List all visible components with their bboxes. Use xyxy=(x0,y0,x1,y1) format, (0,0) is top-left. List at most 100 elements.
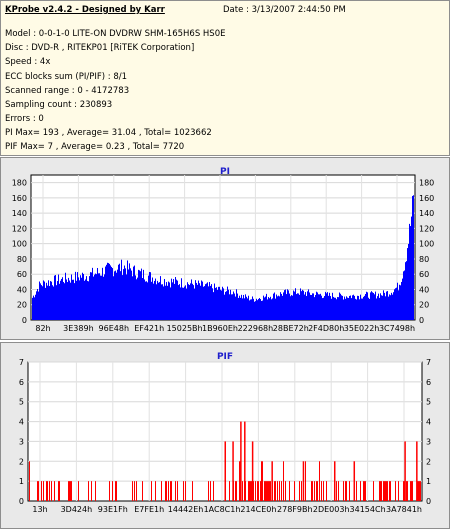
pif-peak-bar xyxy=(251,441,254,501)
pi-bar xyxy=(114,271,115,320)
pi-bar xyxy=(245,294,246,320)
pif-bar xyxy=(380,481,381,501)
pi-bar xyxy=(192,283,193,320)
pif-bar xyxy=(166,481,167,501)
pi-ytick-left: 40 xyxy=(17,285,27,294)
pi-bar xyxy=(249,300,250,320)
pi-bar xyxy=(248,295,249,320)
pi-bar xyxy=(172,282,173,320)
pi-bar xyxy=(364,295,365,320)
pi-bar xyxy=(232,294,233,320)
pi-bar xyxy=(247,298,248,320)
pi-bar xyxy=(173,279,174,320)
pi-bar xyxy=(161,284,162,320)
pif-xtick: 13h xyxy=(32,505,47,514)
pi-xtick: 82h xyxy=(35,324,50,333)
pi-bar xyxy=(229,294,230,320)
pi-bar xyxy=(290,296,291,320)
pi-bar xyxy=(98,273,99,320)
pi-bar xyxy=(277,296,278,320)
pi-series xyxy=(32,195,414,320)
pi-ytick-left: 0 xyxy=(22,316,27,325)
pi-bar xyxy=(396,287,397,320)
pi-bar xyxy=(49,286,50,320)
pi-ytick-right: 160 xyxy=(419,194,434,203)
pi-bar xyxy=(289,293,290,320)
pi-bar xyxy=(169,282,170,320)
pi-bar xyxy=(260,299,261,320)
pi-bar xyxy=(40,283,41,320)
pi-bar xyxy=(89,276,90,320)
pi-bar xyxy=(285,289,286,320)
pif-bar xyxy=(248,481,249,501)
pi-bar xyxy=(375,291,376,320)
pif-bar xyxy=(264,481,265,501)
pi-bar xyxy=(242,298,243,320)
pi-bar xyxy=(99,273,100,320)
pi-bar xyxy=(224,294,225,320)
pi-bar xyxy=(406,261,407,320)
pi-bar xyxy=(302,289,303,320)
pi-bar xyxy=(353,294,354,320)
pi-bar xyxy=(384,292,385,320)
pif-bar xyxy=(151,481,152,501)
info-panel: KProbe v2.4.2 - Designed by Karr Date : … xyxy=(0,0,450,156)
pi-bar xyxy=(191,279,192,320)
pif-bar xyxy=(363,481,364,501)
pi-bar xyxy=(66,279,67,320)
pif-peak-bar xyxy=(244,421,246,501)
pif-bar xyxy=(112,481,113,501)
pi-bar xyxy=(339,292,340,320)
pi-bar xyxy=(310,294,311,320)
pi-bar xyxy=(73,279,74,320)
pi-bar xyxy=(354,295,355,320)
pi-bar xyxy=(280,292,281,320)
pi-bar xyxy=(179,284,180,320)
pif-bar xyxy=(407,481,408,501)
pi-bar xyxy=(394,289,395,320)
pi-bar xyxy=(130,268,131,320)
pi-bar xyxy=(304,294,305,320)
pi-bar xyxy=(159,282,160,320)
pi-bar xyxy=(65,272,66,320)
pi-bar xyxy=(103,276,104,320)
pi-bar xyxy=(95,273,96,320)
pif-ytick-right: 2 xyxy=(426,457,431,466)
pi-bar xyxy=(59,283,60,320)
pif-bar xyxy=(134,481,135,501)
pif-ytick-left: 0 xyxy=(19,497,24,506)
pi-bar xyxy=(120,271,121,320)
pif-bar xyxy=(319,461,320,501)
pi-bar xyxy=(152,277,153,320)
pi-bar xyxy=(329,292,330,320)
pi-bar xyxy=(185,285,186,320)
pi-bar xyxy=(194,288,195,320)
pif-peak-bar xyxy=(240,421,242,501)
info-disc: Disc : DVD-R , RITEKP01 [RiTEK Corporati… xyxy=(5,43,195,53)
pi-bar xyxy=(63,281,64,320)
pi-bar xyxy=(80,275,81,320)
pi-bar xyxy=(50,281,51,320)
pi-bar xyxy=(403,271,404,320)
pi-bar xyxy=(385,296,386,320)
pi-bar xyxy=(175,277,176,320)
pif-bar xyxy=(229,481,230,501)
pi-bar xyxy=(108,263,109,320)
pi-bar xyxy=(283,292,284,320)
pif-ytick-left: 6 xyxy=(19,378,24,387)
pi-bar xyxy=(206,283,207,320)
pi-bar xyxy=(388,296,389,320)
pif-bar xyxy=(165,481,166,501)
pif-bar xyxy=(398,481,399,501)
pi-bar xyxy=(67,282,68,320)
pi-bar xyxy=(328,295,329,320)
pi-bar xyxy=(241,294,242,320)
pi-bar xyxy=(196,282,197,320)
pi-bar xyxy=(345,298,346,320)
pi-bar xyxy=(187,282,188,320)
pi-xtick: 222968h xyxy=(238,324,274,333)
pi-bar xyxy=(109,263,110,320)
pi-bar xyxy=(292,295,293,320)
pif-bar xyxy=(418,481,419,501)
pi-chart: 0 0 20 20 40 40 60 60 80 80 100 100 120 120 140 140 160 1… xyxy=(12,174,434,333)
